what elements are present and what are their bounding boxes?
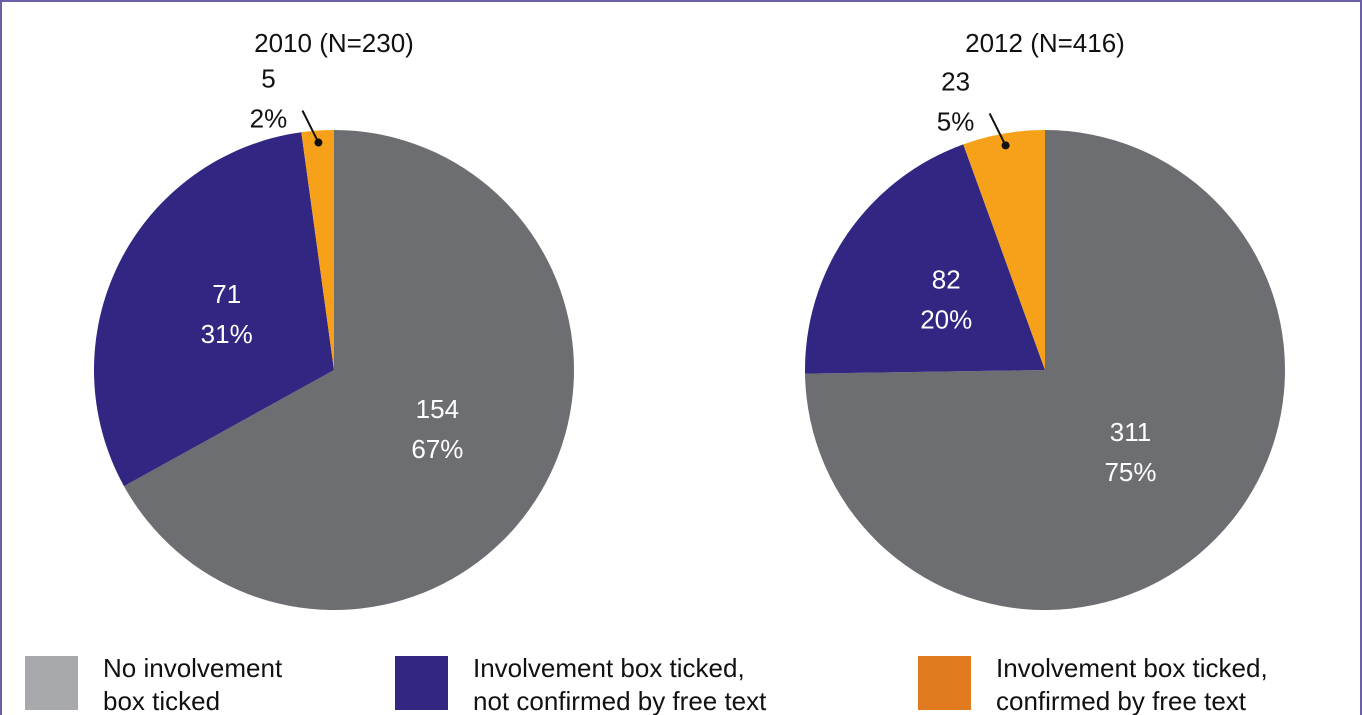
legend-label: Involvement box ticked, confirmed by fre… <box>996 653 1268 715</box>
share-label: 5% <box>937 106 975 136</box>
legend-swatch <box>918 656 971 710</box>
legend-swatch <box>395 656 448 710</box>
pie-title: 2012 (N=416) <box>965 28 1125 58</box>
value-label: 5 <box>261 63 275 93</box>
pie-slice <box>124 130 575 610</box>
legend-swatch <box>25 656 78 710</box>
pie-slice <box>805 130 1285 610</box>
value-label: 154 <box>416 394 459 424</box>
share-label: 31% <box>201 319 253 349</box>
value-label: 23 <box>941 66 970 96</box>
leader-line <box>301 110 320 143</box>
pie-slice <box>963 130 1045 370</box>
share-label: 67% <box>411 434 463 464</box>
legend-label: No involvement box ticked <box>103 653 283 715</box>
value-label: 82 <box>932 265 961 295</box>
share-label: 20% <box>920 305 972 335</box>
leader-dot <box>314 138 323 147</box>
value-label: 71 <box>212 279 241 309</box>
value-label: 311 <box>1110 417 1151 447</box>
pie-slice <box>805 144 1045 374</box>
leader-line <box>988 112 1007 146</box>
share-label: 2% <box>250 103 288 133</box>
pie-slice <box>301 130 334 370</box>
share-label: 75% <box>1104 457 1156 487</box>
pie-slice <box>93 132 334 487</box>
pie-title: 2010 (N=230) <box>254 28 414 58</box>
leader-dot <box>1001 141 1010 150</box>
legend-label: Involvement box ticked, not confirmed by… <box>473 653 767 715</box>
